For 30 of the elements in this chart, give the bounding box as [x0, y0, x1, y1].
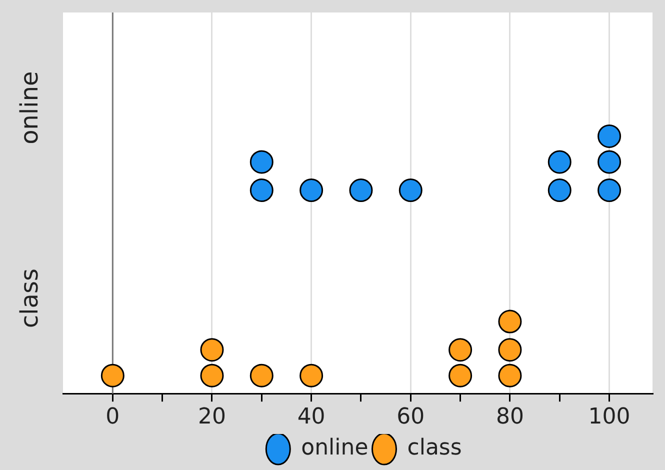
point: [598, 124, 622, 148]
point: [200, 364, 224, 388]
x-tick-label: 60: [396, 404, 425, 430]
x-tick-label: 100: [588, 404, 630, 430]
point: [548, 178, 572, 202]
point: [349, 178, 373, 202]
point: [200, 338, 224, 362]
point: [250, 178, 274, 202]
point: [300, 178, 324, 202]
x-tick-label: 80: [496, 404, 524, 430]
point: [448, 364, 472, 388]
point: [250, 364, 274, 388]
legend-label: class: [407, 436, 462, 461]
point: [498, 310, 522, 334]
point: [598, 178, 622, 202]
point: [498, 338, 522, 362]
point: [300, 364, 324, 388]
point: [598, 150, 622, 174]
x-tick-label: 20: [198, 404, 226, 430]
point: [448, 338, 472, 362]
category-label: class: [16, 268, 44, 328]
x-tick-label: 0: [106, 404, 120, 430]
point: [100, 364, 124, 388]
legend-label: online: [301, 436, 368, 461]
category-label: online: [16, 71, 44, 144]
x-tick-label: 40: [297, 404, 326, 430]
point: [548, 150, 572, 174]
point: [398, 178, 422, 202]
point: [498, 364, 522, 388]
point: [250, 150, 274, 174]
